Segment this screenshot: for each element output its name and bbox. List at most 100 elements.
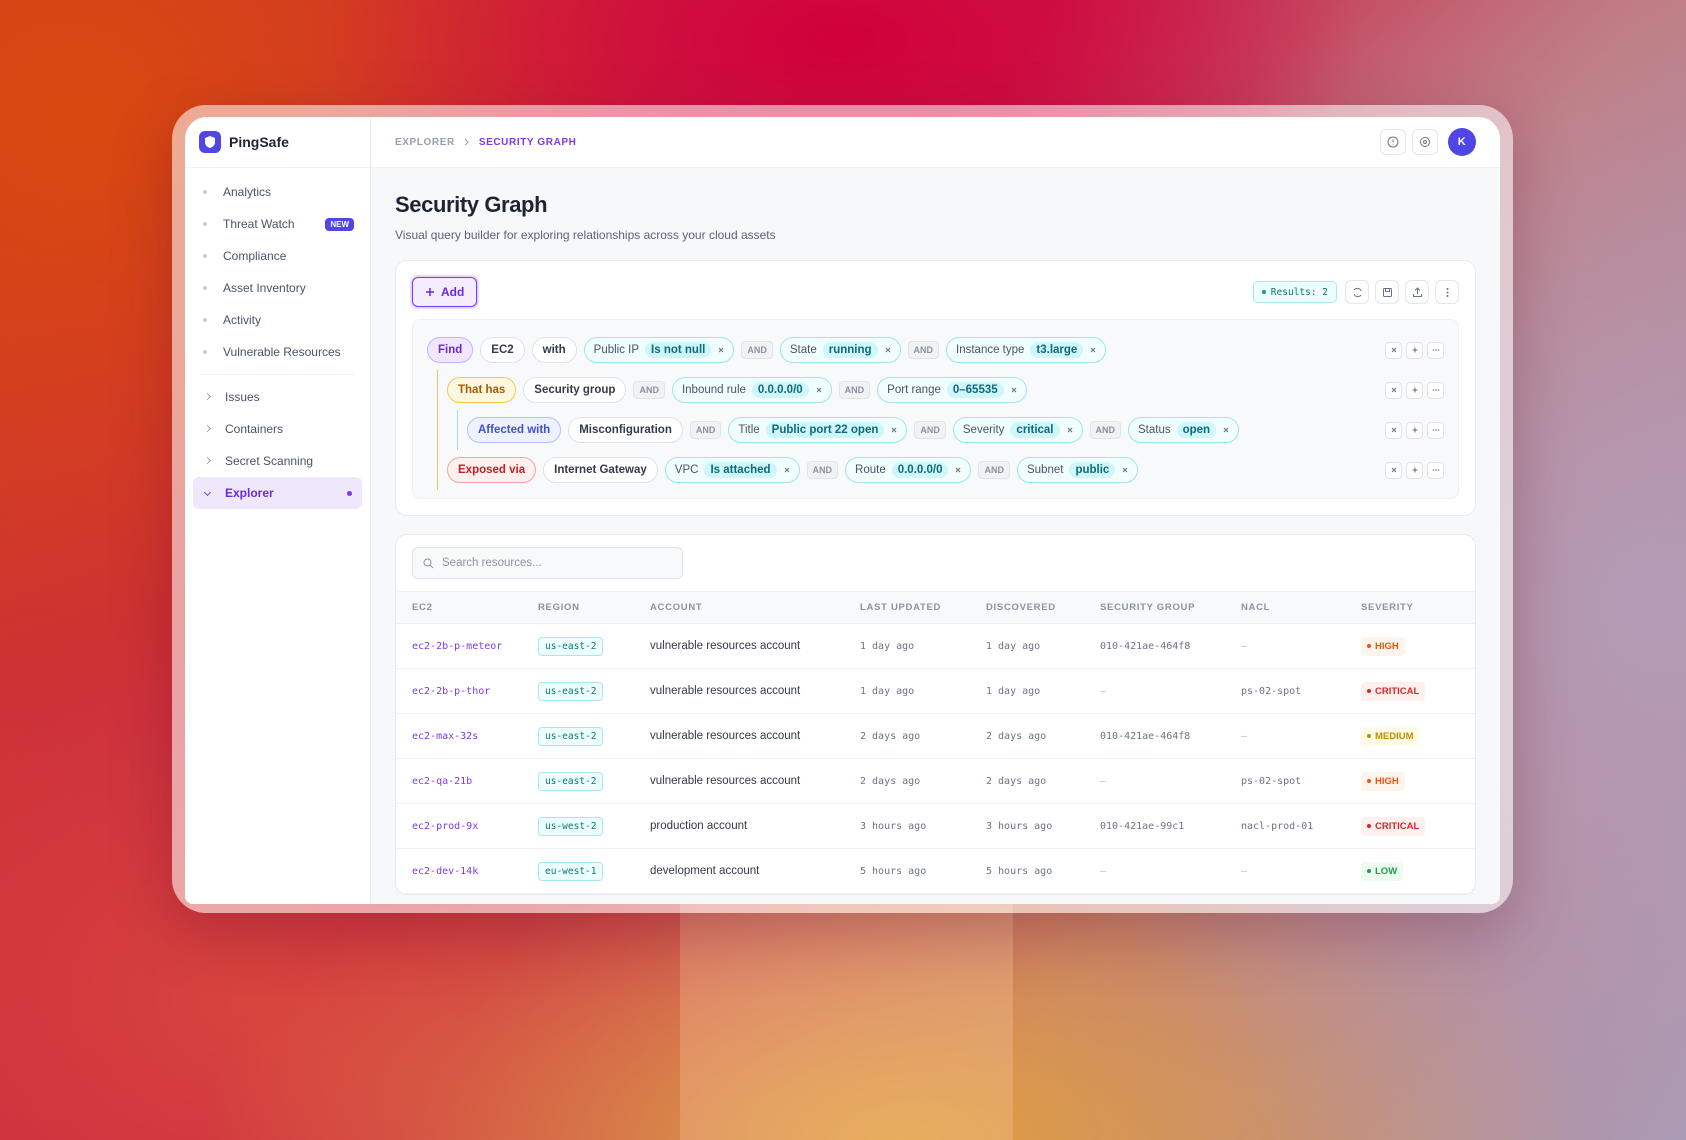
refresh-button[interactable] (1345, 280, 1369, 304)
column-header[interactable]: SECURITY GROUP (1099, 591, 1240, 624)
cell-text: 1 day ago (860, 641, 915, 652)
query-entity[interactable]: Internet Gateway (543, 457, 658, 483)
filter-chip[interactable]: Title Public port 22 open (728, 417, 908, 443)
table-cell: 2 days ago (985, 713, 1099, 759)
filter-chip[interactable]: VPC Is attached (664, 457, 800, 483)
nav-item[interactable]: Threat Watch NEW (193, 208, 362, 240)
query-entity[interactable]: Misconfiguration (568, 417, 683, 443)
settings-button[interactable] (1412, 129, 1438, 155)
row-menu[interactable] (1427, 381, 1444, 399)
filter-value: Is attached (704, 462, 777, 478)
resource-id[interactable]: ec2-qa-21b (412, 776, 473, 787)
nav-group[interactable]: Issues (193, 381, 362, 413)
remove-filter[interactable] (890, 426, 898, 434)
table-cell: 2 days ago (859, 713, 985, 759)
query-keyword[interactable]: Exposed via (447, 457, 537, 483)
column-header[interactable]: SEVERITY (1360, 591, 1475, 624)
query-entity[interactable]: Security group (523, 377, 627, 403)
remove-filter[interactable] (815, 386, 823, 394)
remove-filter[interactable] (1010, 386, 1018, 394)
results-table-card: Search resources... EC2 REGION ACCOUNT LAST… (395, 534, 1476, 895)
delete-row[interactable] (1385, 381, 1402, 399)
table-header: EC2 REGION ACCOUNT LAST UPDATED DISCOVERED SE… (396, 591, 1475, 624)
table-row[interactable]: ec2-dev-14k eu-west-1 development account 5… (396, 848, 1475, 894)
filter-field: Subnet (1026, 464, 1064, 476)
nav-group[interactable]: Containers (193, 413, 362, 445)
filter-chip[interactable]: Public IP Is not null (583, 337, 735, 363)
delete-row[interactable] (1385, 461, 1402, 479)
add-row[interactable] (1406, 461, 1423, 479)
filter-chip[interactable]: State running (779, 337, 901, 363)
filter-chip[interactable]: Subnet public (1016, 457, 1139, 483)
nav-group[interactable]: Secret Scanning (193, 445, 362, 477)
column-header[interactable]: REGION (537, 591, 649, 624)
nav-item[interactable]: Activity (193, 304, 362, 336)
remove-filter[interactable] (1121, 466, 1129, 474)
nav-item[interactable]: Vulnerable Resources (193, 336, 362, 368)
avatar[interactable]: K (1448, 128, 1476, 156)
export-button[interactable] (1405, 280, 1429, 304)
table-row[interactable]: ec2-qa-21b us-east-2 vulnerable resources … (396, 758, 1475, 804)
filter-field: Inbound rule (681, 384, 746, 396)
add-label: Add (441, 285, 465, 299)
filter-field: Status (1138, 424, 1171, 436)
resource-id[interactable]: ec2-prod-9x (412, 821, 479, 832)
filter-chip[interactable]: Status open (1128, 417, 1240, 443)
breadcrumb-item[interactable]: EXPLORER (395, 136, 455, 148)
column-header[interactable]: ACCOUNT (649, 591, 859, 624)
row-menu[interactable] (1427, 421, 1444, 439)
save-button[interactable] (1375, 280, 1399, 304)
table-row[interactable]: ec2-prod-9x us-west-2 production account 3 … (396, 803, 1475, 849)
column-header[interactable]: NACL (1240, 591, 1360, 624)
remove-filter[interactable] (717, 346, 725, 354)
search-input[interactable]: Search resources... (412, 547, 683, 579)
filter-chip[interactable]: Inbound rule 0.0.0.0/0 (671, 377, 832, 403)
nav-label: Compliance (223, 249, 287, 263)
cell-text: 3 hours ago (860, 821, 927, 832)
query-tree: Find EC2 with Public IP Is not null AND State r… (412, 319, 1459, 499)
column-header[interactable]: DISCOVERED (985, 591, 1099, 624)
nav-item[interactable]: Analytics (193, 176, 362, 208)
table-cell: ps-02-spot (1240, 668, 1360, 714)
add-row[interactable] (1406, 381, 1423, 399)
nav-item[interactable]: Compliance (193, 240, 362, 272)
page-subtitle: Visual query builder for exploring relat… (395, 228, 776, 242)
delete-row[interactable] (1385, 421, 1402, 439)
remove-filter[interactable] (1222, 426, 1230, 434)
add-row[interactable] (1406, 421, 1423, 439)
remove-filter[interactable] (954, 466, 962, 474)
info-button[interactable] (1380, 129, 1406, 155)
resource-id[interactable]: ec2-max-32s (412, 731, 479, 742)
table-cell: ec2-2b-p-meteor (396, 623, 537, 669)
query-keyword[interactable]: That has (447, 377, 517, 403)
filter-chip[interactable]: Instance type t3.large (946, 337, 1107, 363)
remove-filter[interactable] (884, 346, 892, 354)
row-menu[interactable] (1427, 341, 1444, 359)
query-entity[interactable]: EC2 (480, 337, 525, 363)
remove-filter[interactable] (1066, 426, 1074, 434)
column-header[interactable]: EC2 (396, 591, 537, 624)
query-joiner: AND (806, 461, 839, 479)
query-keyword[interactable]: Find (427, 337, 474, 363)
resource-id[interactable]: ec2-2b-p-thor (412, 686, 491, 697)
table-row[interactable]: ec2-2b-p-meteor us-east-2 vulnerable resou… (396, 623, 1475, 669)
query-keyword[interactable]: Affected with (467, 417, 562, 443)
nav-item[interactable]: Asset Inventory (193, 272, 362, 304)
resource-id[interactable]: ec2-2b-p-meteor (412, 641, 503, 652)
table-row[interactable]: ec2-2b-p-thor us-east-2 vulnerable resourc… (396, 668, 1475, 714)
remove-filter[interactable] (1089, 346, 1097, 354)
filter-chip[interactable]: Severity critical (952, 417, 1083, 443)
filter-value: 0.0.0.0/0 (891, 462, 949, 478)
more-button[interactable] (1435, 280, 1459, 304)
row-menu[interactable] (1427, 461, 1444, 479)
table-row[interactable]: ec2-max-32s us-east-2 vulnerable resources… (396, 713, 1475, 759)
filter-chip[interactable]: Route 0.0.0.0/0 (845, 457, 972, 483)
add-button[interactable]: Add (412, 277, 478, 307)
column-header[interactable]: LAST UPDATED (859, 591, 985, 624)
remove-filter[interactable] (783, 466, 791, 474)
nav-group[interactable]: Explorer (193, 477, 362, 509)
delete-row[interactable] (1385, 341, 1402, 359)
filter-chip[interactable]: Port range 0–65535 (877, 377, 1027, 403)
resource-id[interactable]: ec2-dev-14k (412, 866, 479, 877)
add-row[interactable] (1406, 341, 1423, 359)
